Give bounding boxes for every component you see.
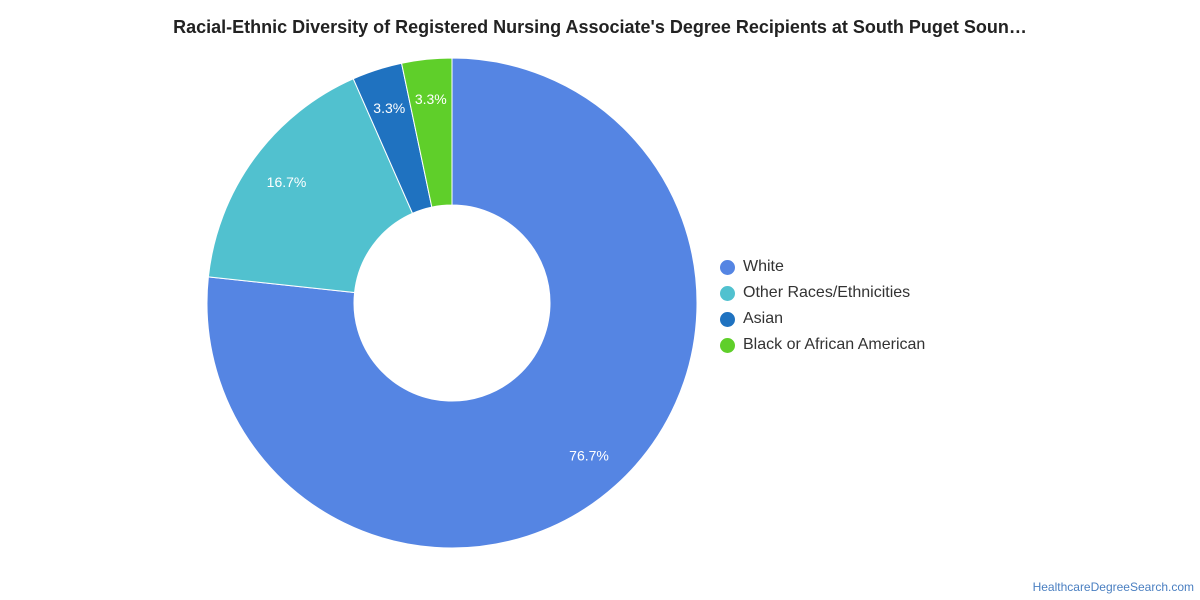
slice-black-or-african-american[interactable] <box>400 57 453 208</box>
legend-swatch <box>720 311 735 327</box>
slice-label: 16.7% <box>267 174 307 190</box>
slice-label: 3.3% <box>415 91 447 107</box>
slices-group <box>206 57 698 549</box>
legend-label: White <box>743 258 784 275</box>
chart-title: Racial-Ethnic Diversity of Registered Nu… <box>173 17 1027 37</box>
legend-item[interactable]: Asian <box>720 306 925 332</box>
slice-labels-group: 76.7% 16.7% 3.3% 3.3% <box>267 91 609 463</box>
legend-swatch <box>720 285 735 301</box>
legend-item[interactable]: White <box>720 254 925 280</box>
legend-swatch <box>720 259 735 275</box>
legend-label: Black or African American <box>743 336 926 353</box>
legend-label: Asian <box>743 310 784 327</box>
legend-item[interactable]: Black or African American <box>720 332 925 358</box>
legend-label: Other Races/Ethnicities <box>743 284 911 301</box>
slice-label: 76.7% <box>569 447 609 463</box>
slice-white[interactable] <box>206 57 698 549</box>
legend: White Other Races/Ethnicities Asian Black o… <box>720 254 925 358</box>
legend-swatch <box>720 337 735 353</box>
slice-other-races-ethnicities[interactable] <box>207 78 414 294</box>
legend-item[interactable]: Other Races/Ethnicities <box>720 280 925 306</box>
slice-label: 3.3% <box>373 100 405 116</box>
source-credit[interactable]: HealthcareDegreeSearch.com <box>1032 580 1194 594</box>
